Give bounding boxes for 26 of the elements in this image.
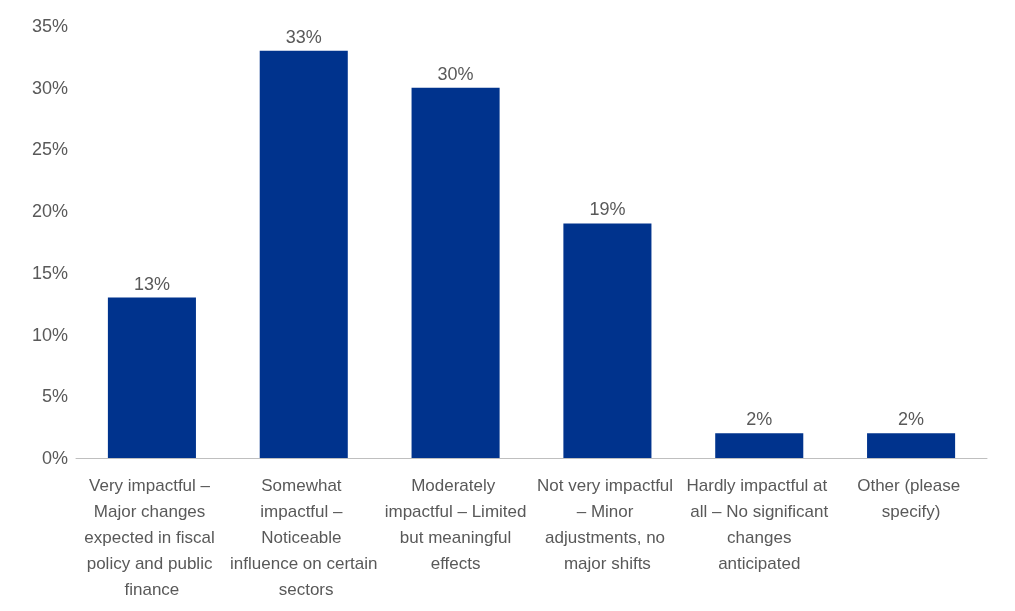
x-tick-label: Other (please specify) [857,475,965,521]
x-tick-label: Very impactful – Major changes expected in fiscal policy and public finance [84,475,220,599]
y-tick-label: 30% [31,77,68,98]
data-label: 30% [437,63,474,84]
x-tick-label: Somewhat impactful – Noticeable influence on certain sectors [230,475,378,599]
x-tick-label: Moderately impactful – Limited but meaningful effects [384,475,527,573]
y-tick-label: 35% [31,16,68,36]
bar [107,297,196,458]
y-tick-label: 15% [31,262,68,283]
y-tick-label: 25% [31,139,68,160]
x-tick-label: Hardly impactful at all – No significant changes anticipated [686,475,832,573]
bar [867,433,956,458]
bar [715,433,804,458]
bar [411,87,500,458]
y-tick-label: 20% [31,201,68,222]
data-label: 2% [746,409,773,430]
data-label: 2% [898,409,925,430]
data-label: 19% [589,199,626,220]
bar [563,223,652,458]
y-tick-label: 10% [31,324,68,345]
y-tick-label: 5% [41,386,68,407]
bar [259,50,348,458]
data-label: 13% [133,273,170,294]
data-label: 33% [285,26,322,47]
y-tick-label: 0% [41,448,68,468]
x-tick-label: Not very impactful – Minor adjustments, no major shifts [537,475,678,573]
